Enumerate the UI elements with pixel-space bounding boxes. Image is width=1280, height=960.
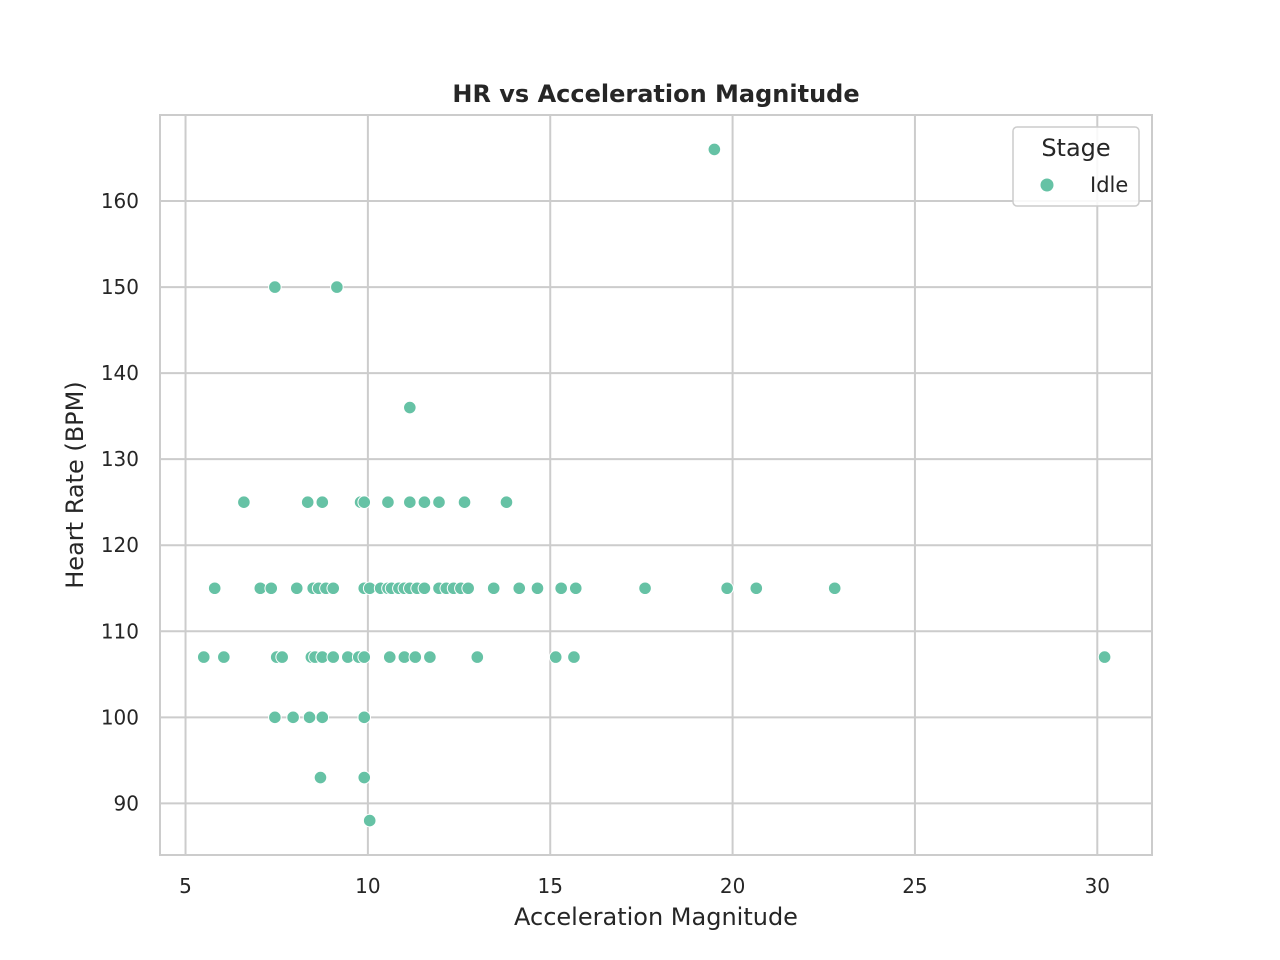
data-point: [530, 581, 545, 596]
x-axis-label: Acceleration Magnitude: [514, 903, 798, 931]
y-tick-label: 100: [101, 705, 139, 729]
legend-marker-idle: [1039, 177, 1055, 193]
data-point: [207, 581, 222, 596]
data-point: [749, 581, 764, 596]
data-point: [720, 581, 734, 596]
x-tick-label: 30: [1085, 874, 1110, 898]
y-tick-label: 160: [101, 189, 139, 213]
data-point: [417, 581, 432, 596]
x-tick-label: 25: [902, 874, 927, 898]
data-point: [486, 581, 501, 596]
data-point: [568, 581, 583, 596]
legend: Stage Idle: [1012, 126, 1140, 207]
data-point: [382, 650, 397, 664]
data-point: [326, 650, 341, 664]
data-point: [286, 710, 300, 725]
y-tick-label: 150: [101, 275, 139, 299]
data-point: [423, 650, 437, 664]
data-point: [381, 495, 395, 510]
data-point: [315, 710, 330, 725]
data-point: [457, 495, 472, 510]
data-point: [403, 400, 417, 415]
data-point: [408, 650, 423, 664]
y-axis-label: Heart Rate (BPM): [61, 381, 89, 588]
data-point: [268, 710, 282, 725]
data-point: [315, 495, 330, 510]
y-tick-label: 140: [101, 361, 139, 385]
data-point: [432, 495, 446, 510]
data-point: [326, 581, 341, 596]
data-point: [512, 581, 527, 596]
chart-title: HR vs Acceleration Magnitude: [452, 80, 859, 108]
data-point: [357, 770, 372, 785]
plot-frame: [159, 114, 1153, 856]
legend-label-idle: Idle: [1090, 173, 1128, 197]
y-tick-label: 90: [114, 791, 139, 815]
data-point: [403, 495, 417, 510]
data-point: [217, 650, 231, 664]
data-point: [707, 142, 722, 157]
data-point: [638, 581, 652, 596]
data-point: [302, 710, 317, 725]
y-tick-label: 130: [101, 447, 139, 471]
legend-title: Stage: [1041, 134, 1110, 162]
grid-lines: [160, 115, 1152, 855]
x-tick-label: 20: [720, 874, 745, 898]
data-point: [554, 581, 568, 596]
data-point: [275, 650, 289, 664]
x-tick-label: 5: [179, 874, 192, 898]
data-point: [461, 581, 475, 596]
y-tick-label: 110: [101, 619, 139, 643]
data-point: [268, 280, 282, 294]
data-point: [357, 650, 372, 664]
data-point: [827, 581, 842, 596]
data-point: [470, 650, 485, 664]
data-point: [357, 710, 372, 725]
data-point: [196, 650, 211, 664]
data-point: [362, 813, 377, 828]
y-tick-label: 120: [101, 533, 139, 557]
data-point: [289, 581, 304, 596]
data-point: [548, 650, 563, 664]
data-points: [196, 142, 1112, 828]
tick-labels: 5 10 15 20 25 30 90 100 110 120 130 140 150 160: [101, 189, 1110, 898]
data-point: [417, 495, 432, 510]
x-tick-label: 15: [538, 874, 563, 898]
data-point: [499, 495, 514, 510]
data-point: [300, 495, 315, 510]
data-point: [567, 650, 581, 664]
x-tick-label: 10: [355, 874, 380, 898]
data-point: [330, 280, 344, 294]
data-point: [313, 770, 328, 785]
data-point: [1097, 650, 1112, 664]
data-point: [237, 495, 251, 510]
data-point: [264, 581, 279, 596]
data-point: [357, 495, 372, 510]
